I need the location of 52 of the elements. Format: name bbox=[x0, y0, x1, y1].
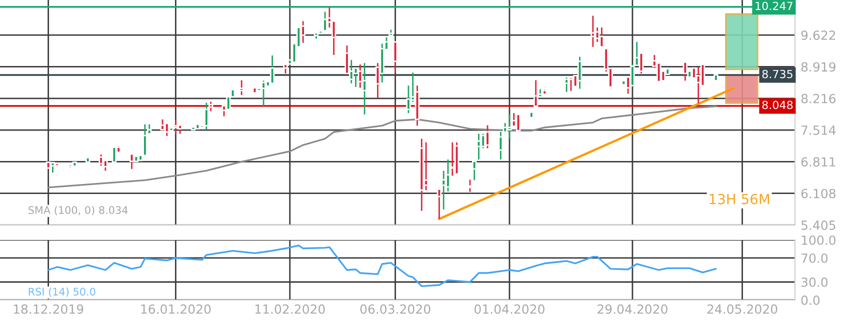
y-tick-label: 70.0 bbox=[802, 253, 828, 263]
ref-line-label: 8.048 bbox=[762, 100, 793, 110]
y-tick-label: 7.514 bbox=[802, 126, 836, 135]
x-tick-label: 24.05.2020 bbox=[707, 304, 778, 314]
candlestick bbox=[239, 79, 244, 96]
candlestick bbox=[160, 118, 165, 131]
y-tick-label: 9.622 bbox=[801, 30, 836, 40]
y-tick-label: 30.0 bbox=[801, 277, 828, 287]
candlestick bbox=[468, 179, 472, 193]
annotation: 13H 56M bbox=[710, 194, 770, 204]
candlestick bbox=[564, 76, 569, 93]
candlestick bbox=[436, 188, 442, 220]
text: SMA (100, 0) 8.034 bbox=[28, 206, 128, 216]
candlestick bbox=[392, 40, 398, 74]
candlestick bbox=[173, 119, 178, 134]
candlestick bbox=[577, 56, 582, 90]
candlestick bbox=[533, 79, 538, 108]
y-tick-label: 8.919 bbox=[801, 62, 836, 72]
candlestick bbox=[50, 162, 56, 174]
candlestick bbox=[178, 124, 182, 134]
candlestick bbox=[476, 133, 482, 160]
ref-line-label: 10.247 bbox=[756, 2, 792, 10]
candlestick bbox=[129, 152, 134, 170]
candlestick bbox=[472, 160, 477, 181]
x-tick-label: 06.03.2020 bbox=[360, 304, 430, 314]
candlestick bbox=[362, 62, 367, 116]
y-tick-label: 6.108 bbox=[801, 188, 836, 198]
line-series bbox=[47, 105, 717, 188]
y-tick-label: 0.0 bbox=[801, 295, 820, 305]
x-tick-label: 11.02.2020 bbox=[255, 304, 325, 314]
candlestick bbox=[322, 11, 328, 32]
line-series bbox=[47, 244, 717, 288]
candlestick bbox=[270, 54, 275, 84]
x-tick-label: 29.04.2020 bbox=[598, 304, 668, 314]
candlestick bbox=[638, 52, 644, 74]
x-tick-label: 01.04.2020 bbox=[474, 304, 544, 314]
candlestick bbox=[485, 124, 490, 149]
y-tick-label: 5.405 bbox=[801, 220, 836, 230]
y-tick-label: 100.0 bbox=[802, 235, 836, 245]
y-tick-label: 8.216 bbox=[801, 94, 836, 104]
candlestick bbox=[599, 26, 604, 48]
x-tick-label: 18.12.2019 bbox=[14, 304, 84, 314]
x-tick-label: 16.01.2020 bbox=[141, 304, 211, 314]
candlestick bbox=[590, 15, 596, 48]
series-label: RSI (14) 50.0 bbox=[28, 288, 96, 297]
candlestick bbox=[498, 131, 504, 160]
candlestick bbox=[300, 20, 306, 44]
y-tick-label: 6.811 bbox=[801, 157, 836, 167]
ref-line-label: 8.735 bbox=[762, 70, 792, 78]
candlestick bbox=[283, 63, 288, 74]
candlestick bbox=[682, 61, 688, 82]
candlestick bbox=[424, 142, 428, 191]
